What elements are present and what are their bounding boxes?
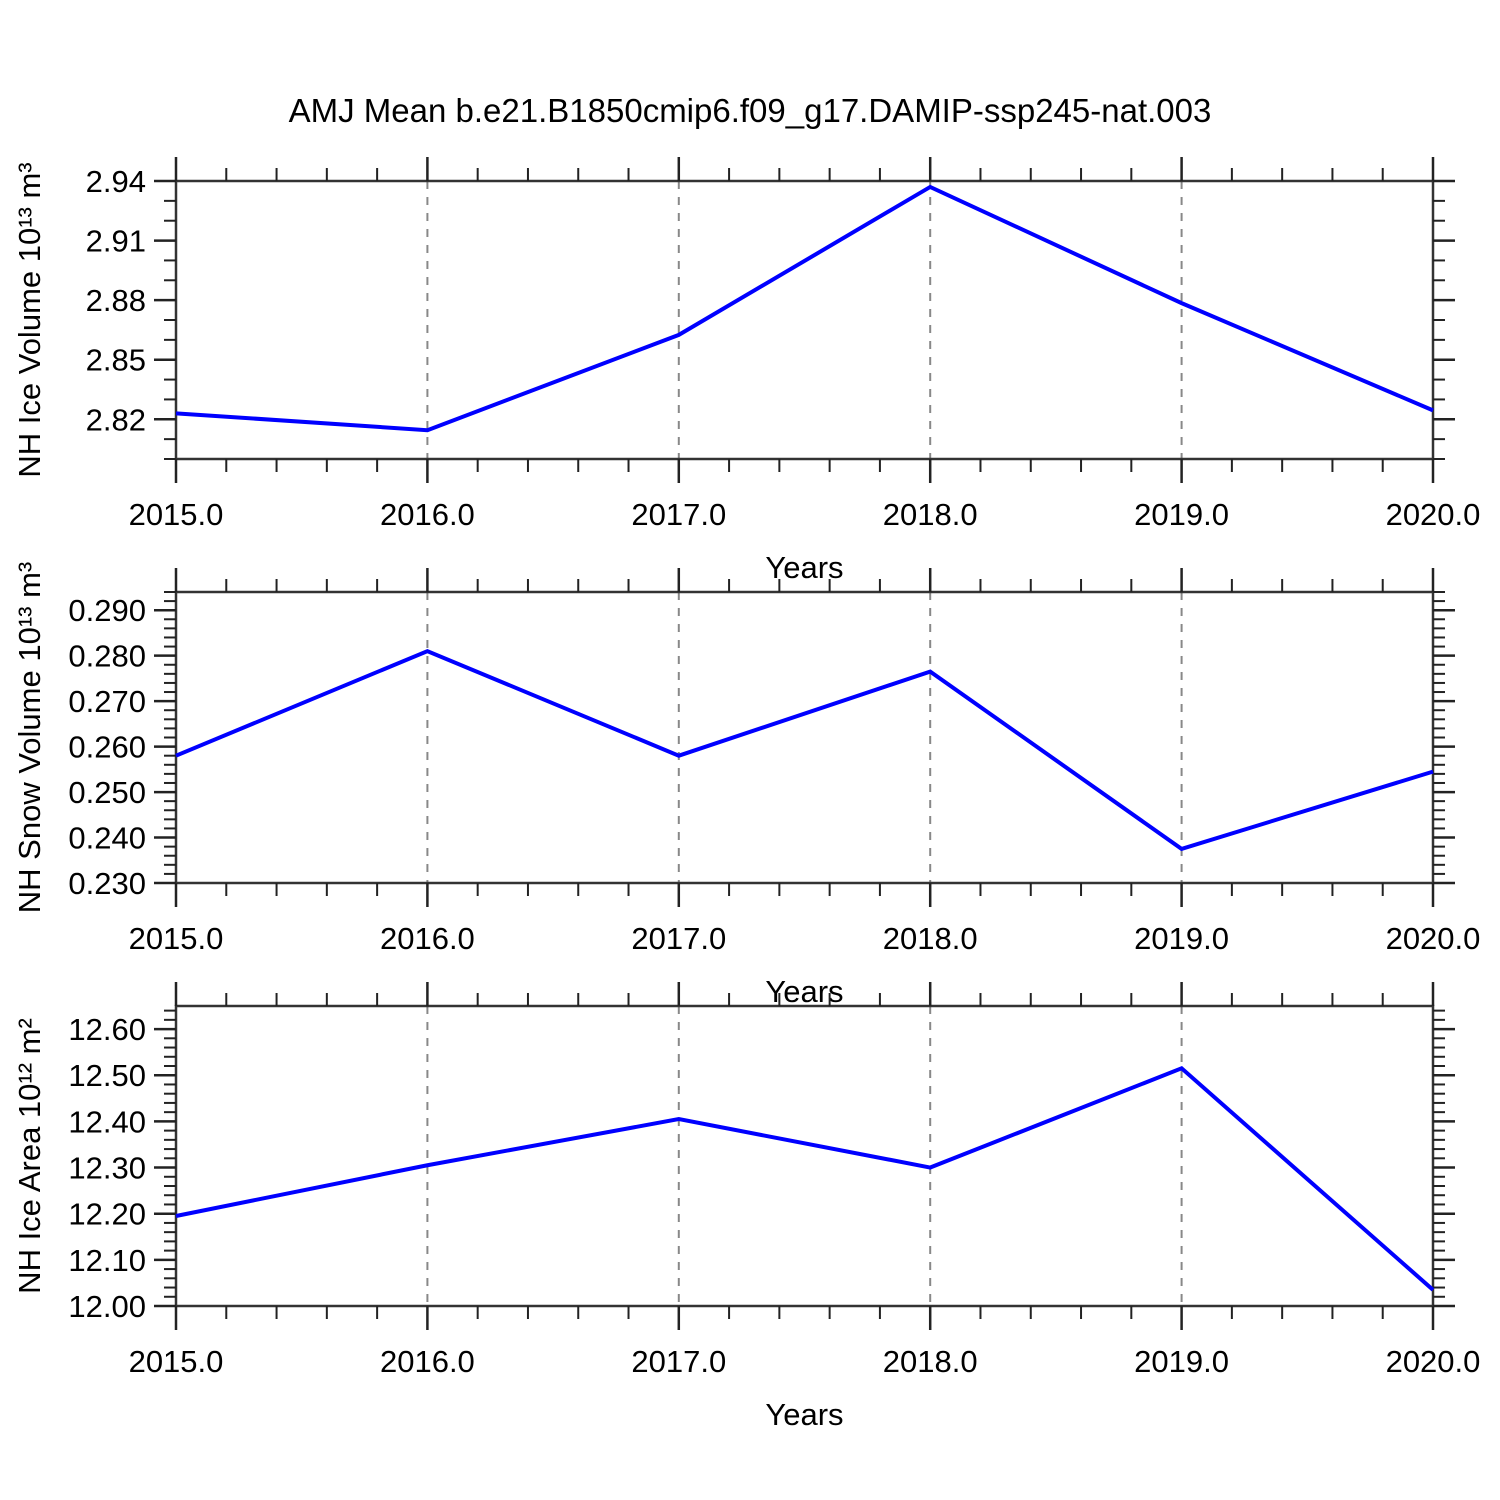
y-axis-title: NH Ice Volume 10¹³ m³ <box>12 162 47 477</box>
x-tick-label: 2015.0 <box>129 921 224 956</box>
y-axis-title: NH Ice Area 10¹² m² <box>12 1018 47 1294</box>
x-tick-label: 2017.0 <box>631 1344 726 1379</box>
y-tick-label: 2.94 <box>86 164 146 199</box>
x-tick-label: 2020.0 <box>1386 1344 1481 1379</box>
y-tick-label: 12.50 <box>68 1058 146 1093</box>
x-tick-label: 2016.0 <box>380 497 475 532</box>
panel-bottom: 2015.0 2016.0 2017.0 2018.0 2019.0 2020.0 12.0… <box>12 982 1480 1432</box>
panels-group: 2015.0 2016.0 2017.0 2018.0 2019.0 2020.0 2.82… <box>12 157 1480 1432</box>
y-tick-label: 0.250 <box>68 775 146 810</box>
x-tick-label: 2015.0 <box>129 1344 224 1379</box>
axis-frame <box>174 1004 1435 1308</box>
y-tick-label: 2.88 <box>86 283 146 318</box>
x-tick-label: 2019.0 <box>1134 921 1229 956</box>
x-tick-label: 2017.0 <box>631 921 726 956</box>
panel-middle: 2015.0 2016.0 2017.0 2018.0 2019.0 2020.0 0.23… <box>12 562 1480 1009</box>
y-tick-label: 12.00 <box>68 1289 146 1324</box>
x-tick-label: 2016.0 <box>380 921 475 956</box>
y-tick-label: 2.82 <box>86 402 146 437</box>
data-line <box>175 648 1434 852</box>
y-tick-label: 0.280 <box>68 639 146 674</box>
y-axis-title: NH Snow Volume 10¹³ m³ <box>12 562 47 913</box>
data-line <box>175 184 1434 433</box>
x-axis-title: Years <box>765 974 843 1009</box>
x-tick-label: 2016.0 <box>380 1344 475 1379</box>
data-line <box>175 1065 1435 1292</box>
x-tick-label: 2020.0 <box>1386 497 1481 532</box>
x-tick-label: 2019.0 <box>1134 1344 1229 1379</box>
y-tick-label: 12.60 <box>68 1012 146 1047</box>
y-tick-label: 12.20 <box>68 1197 146 1232</box>
panel-top: 2015.0 2016.0 2017.0 2018.0 2019.0 2020.0 2.82… <box>12 157 1480 585</box>
y-tick-label: 12.40 <box>68 1104 146 1139</box>
x-tick-label: 2019.0 <box>1134 497 1229 532</box>
axis-frame <box>174 590 1435 885</box>
x-tick-label: 2020.0 <box>1386 921 1481 956</box>
x-tick-label: 2017.0 <box>631 497 726 532</box>
x-tick-label: 2018.0 <box>883 921 978 956</box>
y-tick-label: 0.260 <box>68 730 146 765</box>
x-tick-label: 2018.0 <box>883 1344 978 1379</box>
x-axis-title: Years <box>765 1397 843 1432</box>
x-tick-label: 2015.0 <box>129 497 224 532</box>
axis-frame <box>174 179 1435 461</box>
x-tick-label: 2018.0 <box>883 497 978 532</box>
y-tick-label: 2.91 <box>86 224 146 259</box>
x-axis-title: Years <box>765 550 843 585</box>
y-tick-label: 12.10 <box>68 1243 146 1278</box>
y-tick-label: 12.30 <box>68 1151 146 1186</box>
chart-title: AMJ Mean b.e21.B1850cmip6.f09_g17.DAMIP-… <box>289 92 1212 129</box>
y-tick-label: 0.230 <box>68 866 146 901</box>
y-tick-label: 0.290 <box>68 593 146 628</box>
y-tick-label: 2.85 <box>86 343 146 378</box>
y-tick-label: 0.270 <box>68 684 146 719</box>
y-tick-label: 0.240 <box>68 821 146 856</box>
